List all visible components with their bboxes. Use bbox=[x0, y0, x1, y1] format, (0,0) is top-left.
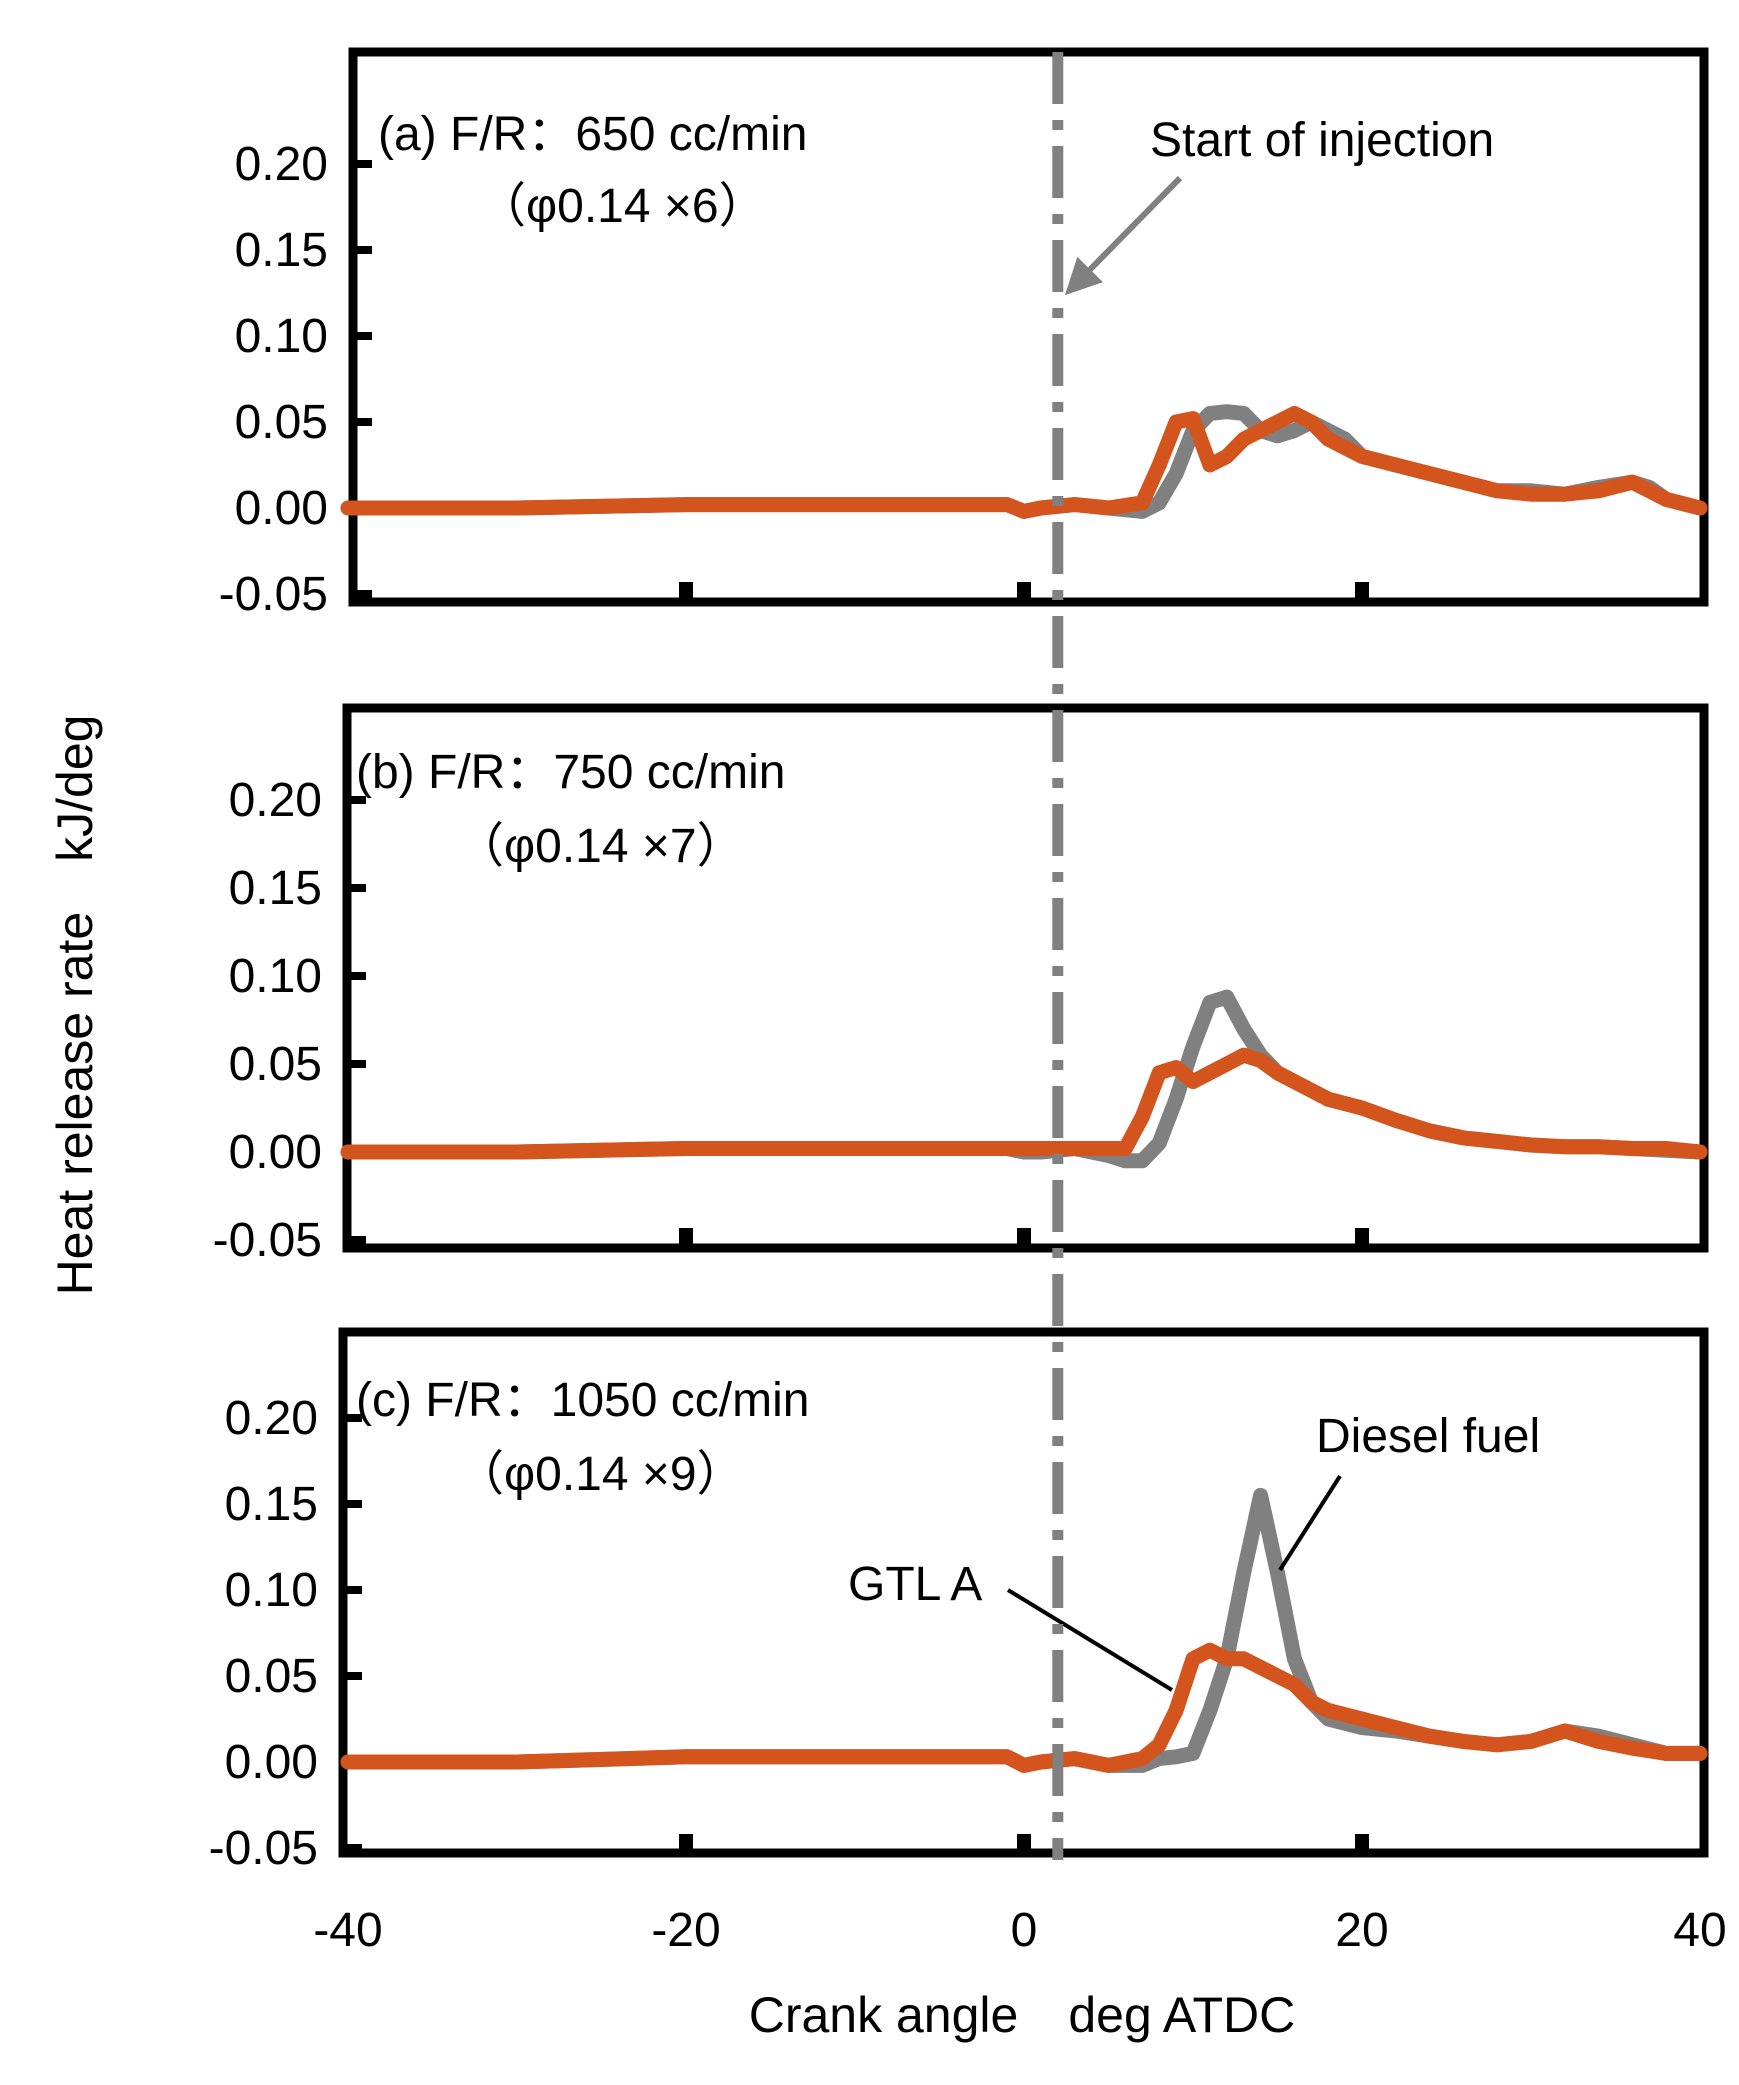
y-tick-label-panel-b-3: 0.10 bbox=[229, 950, 322, 1003]
panel-b-lines bbox=[340, 989, 1708, 1169]
diesel-fuel-leader-line bbox=[1278, 1474, 1342, 1572]
x-tick-label-4: 40 bbox=[1673, 1904, 1726, 1957]
x-axis-tick-labels: -40 -20 0 20 40 bbox=[313, 1904, 1726, 1957]
y-tick-label-panel-c-0: -0.05 bbox=[209, 1822, 318, 1875]
diesel-fuel-line-c bbox=[340, 1487, 1708, 1773]
x-tick-label-3: 20 bbox=[1335, 1904, 1388, 1957]
gtl-a-line-b bbox=[340, 1047, 1708, 1160]
y-tick-label-panel-a-4: 0.15 bbox=[235, 224, 328, 277]
diesel-fuel-annotation: Diesel fuel bbox=[1316, 1410, 1540, 1463]
panel-b: (b) F/R：750 cc/min （φ0.14 ×7） -0.05 0.00 0… bbox=[213, 703, 1709, 1267]
y-tick-label-panel-b-1: 0.00 bbox=[229, 1126, 322, 1179]
y-tick-label-panel-b-0: -0.05 bbox=[213, 1214, 322, 1267]
y-tick-label-panel-a-5: 0.20 bbox=[235, 138, 328, 191]
panel-c-nozzle: （φ0.14 ×9） bbox=[456, 1448, 745, 1501]
panel-c-lines bbox=[340, 1487, 1708, 1773]
panel-a: (a) F/R：650 cc/min （φ0.14 ×6） -0.05 0.00 0… bbox=[219, 47, 1709, 621]
start-of-injection-label: Start of injection bbox=[1150, 114, 1494, 167]
panel-c-x-ticks bbox=[679, 1834, 1369, 1852]
panel-c: (c) F/R：1050 cc/min （φ0.14 ×9） -0.05 0.00… bbox=[209, 1327, 1709, 1875]
gtl-a-line-c bbox=[340, 1642, 1708, 1773]
x-axis-title: Crank angle deg ATDC bbox=[749, 1987, 1296, 2043]
panel-a-x-ticks bbox=[679, 582, 1369, 600]
y-tick-label-panel-a-3: 0.10 bbox=[235, 310, 328, 363]
panel-b-x-ticks bbox=[679, 1228, 1369, 1246]
y-tick-label-panel-b-2: 0.05 bbox=[229, 1038, 322, 1091]
start-of-injection-arrow bbox=[1064, 175, 1183, 296]
panel-b-frame bbox=[342, 703, 1709, 1253]
panel-a-title: (a) F/R：650 cc/min bbox=[378, 108, 807, 161]
gtl-a-annotation: GTL A bbox=[848, 1558, 982, 1611]
y-tick-label-panel-a-1: 0.00 bbox=[235, 482, 328, 535]
y-tick-label-panel-b-4: 0.15 bbox=[229, 862, 322, 915]
panel-c-y-axis: -0.05 0.00 0.05 0.10 0.15 0.20 bbox=[209, 1392, 362, 1875]
y-axis-title: Heat release rate kJ/deg bbox=[47, 715, 103, 1296]
panel-a-frame bbox=[348, 47, 1709, 607]
panel-a-lines bbox=[340, 404, 1708, 519]
panel-c-frame bbox=[338, 1327, 1709, 1858]
y-tick-label-panel-c-4: 0.15 bbox=[225, 1478, 318, 1531]
panel-a-y-axis: -0.05 0.00 0.05 0.10 0.15 0.20 bbox=[219, 138, 372, 621]
y-tick-label-panel-b-5: 0.20 bbox=[229, 774, 322, 827]
y-tick-label-panel-c-3: 0.10 bbox=[225, 1564, 318, 1617]
x-tick-label-1: -20 bbox=[651, 1904, 720, 1957]
y-tick-label-panel-c-2: 0.05 bbox=[225, 1650, 318, 1703]
x-tick-label-2: 0 bbox=[1011, 1904, 1038, 1957]
y-tick-label-panel-c-1: 0.00 bbox=[225, 1736, 318, 1789]
panel-b-title: (b) F/R：750 cc/min bbox=[356, 746, 785, 799]
panel-a-nozzle: （φ0.14 ×6） bbox=[478, 180, 767, 233]
y-tick-label-panel-a-2: 0.05 bbox=[235, 396, 328, 449]
gtl-a-line-a bbox=[340, 405, 1708, 519]
y-tick-label-panel-a-0: -0.05 bbox=[219, 568, 328, 621]
x-tick-label-0: -40 bbox=[313, 1904, 382, 1957]
panel-c-title: (c) F/R：1050 cc/min bbox=[356, 1374, 809, 1427]
panel-b-y-axis: -0.05 0.00 0.05 0.10 0.15 0.20 bbox=[213, 774, 366, 1267]
y-tick-label-panel-c-5: 0.20 bbox=[225, 1392, 318, 1445]
panel-b-nozzle: （φ0.14 ×7） bbox=[456, 820, 745, 873]
gtl-a-leader-line bbox=[1006, 1588, 1174, 1692]
